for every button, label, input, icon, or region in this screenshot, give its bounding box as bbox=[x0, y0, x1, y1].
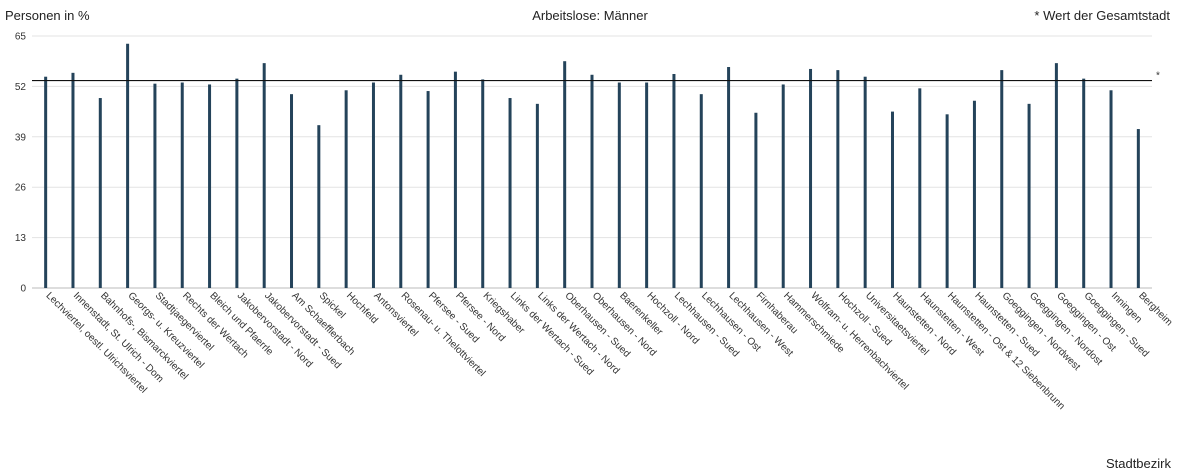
bar bbox=[1027, 103, 1031, 288]
x-axis-labels: Lechviertel, oestl. UlrichsviertelInnens… bbox=[44, 290, 1175, 412]
bar bbox=[426, 91, 430, 288]
bar bbox=[890, 111, 894, 288]
bar bbox=[371, 82, 375, 289]
bar bbox=[1000, 70, 1004, 289]
y-tick-label: 39 bbox=[15, 132, 27, 143]
bar bbox=[153, 83, 157, 288]
bar bbox=[645, 82, 649, 289]
bar bbox=[481, 79, 485, 288]
bar bbox=[290, 94, 294, 289]
y-tick-label: 13 bbox=[15, 233, 27, 244]
bar bbox=[863, 76, 867, 288]
reference-note: * Wert der Gesamtstadt bbox=[1034, 8, 1170, 23]
x-tick-label: Bergheim bbox=[1136, 290, 1174, 328]
bar bbox=[590, 74, 594, 289]
bar bbox=[754, 112, 758, 288]
reference-marker: * bbox=[1156, 71, 1160, 82]
bars bbox=[44, 43, 1140, 289]
bar bbox=[344, 90, 348, 289]
bar bbox=[44, 76, 48, 288]
bar bbox=[180, 82, 184, 289]
bar bbox=[126, 43, 130, 288]
bar bbox=[617, 82, 621, 289]
x-axis-title: Stadtbezirk bbox=[1105, 456, 1171, 471]
bar bbox=[781, 84, 785, 288]
bar bbox=[399, 74, 403, 289]
bar bbox=[1082, 78, 1086, 289]
bar bbox=[1109, 90, 1113, 289]
y-tick-label: 52 bbox=[15, 82, 27, 93]
bar bbox=[453, 71, 457, 288]
y-axis-title: Personen in % bbox=[5, 8, 90, 23]
bar bbox=[235, 78, 239, 289]
reference-line-group: * bbox=[32, 71, 1160, 82]
bar bbox=[836, 70, 840, 289]
bar bbox=[535, 103, 539, 288]
bar bbox=[945, 114, 949, 288]
bar bbox=[317, 125, 321, 289]
chart-title: Arbeitslose: Männer bbox=[532, 8, 648, 23]
bar bbox=[508, 98, 512, 289]
bar bbox=[71, 72, 75, 288]
y-tick-label: 0 bbox=[20, 284, 26, 295]
bar bbox=[262, 63, 266, 289]
bar bbox=[918, 88, 922, 288]
bar bbox=[672, 73, 676, 289]
y-axis-ticks: 0 13 26 39 52 65 bbox=[15, 32, 27, 295]
bar bbox=[1054, 63, 1058, 289]
bar bbox=[727, 67, 731, 288]
bar bbox=[98, 98, 102, 289]
bar bbox=[1136, 129, 1140, 288]
y-tick-label: 65 bbox=[15, 32, 27, 43]
bar bbox=[563, 61, 567, 289]
bar bbox=[972, 100, 976, 288]
x-tick-label: Lechviertel, oestl. Ulrichsviertel bbox=[44, 290, 149, 395]
bar bbox=[809, 68, 813, 288]
bar bbox=[208, 84, 212, 288]
bar bbox=[699, 94, 703, 289]
y-tick-label: 26 bbox=[15, 183, 27, 194]
